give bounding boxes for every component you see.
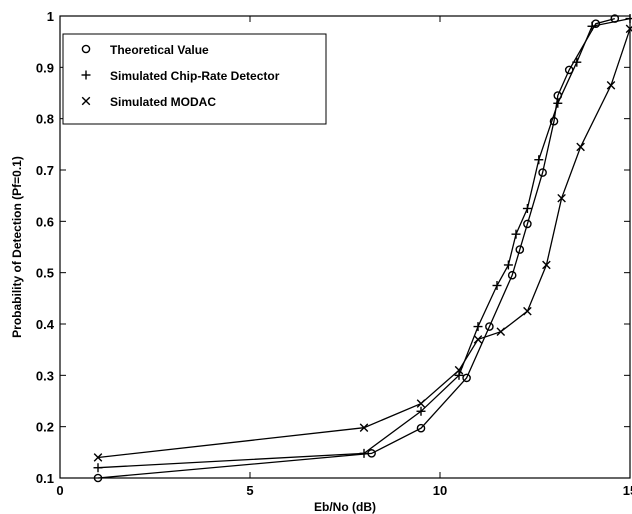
x-data-point: [496, 327, 506, 336]
plus-data-point: [511, 229, 521, 239]
plus-data-point: [503, 260, 513, 270]
x-data-point: [93, 453, 103, 462]
x-tick-label: 15: [623, 483, 632, 498]
circle-marker-icon: [81, 44, 91, 54]
x-tick-label: 10: [433, 483, 447, 498]
legend-entry-chip-rate: Simulated Chip-Rate Detector: [81, 69, 280, 83]
plus-data-point: [522, 204, 532, 213]
x-data-point: [576, 142, 585, 152]
y-tick-label: 0.6: [36, 214, 54, 229]
x-marker-icon: [81, 96, 91, 106]
x-data-point: [359, 423, 369, 432]
circle-data-point: [462, 373, 471, 383]
x-legend-glyph: [81, 96, 91, 106]
x-axis-title: Eb/No (dB): [314, 500, 376, 514]
plus-data-point: [625, 14, 632, 24]
x-data-point: [416, 399, 426, 408]
circle-data-point: [515, 245, 525, 254]
series-line-1: [97, 17, 615, 479]
circle-data-point: [523, 219, 532, 229]
x-data-point: [454, 365, 464, 375]
y-tick-label: 0.9: [36, 60, 54, 75]
circle-data-point: [507, 270, 517, 280]
x-data-point: [625, 24, 632, 34]
legend-entry-theoretical: Theoretical Value: [81, 43, 209, 57]
x-tick-label: 0: [56, 483, 63, 498]
plus-marker-icon: [81, 70, 91, 80]
series-line-3: [97, 28, 631, 459]
legend-box: [62, 33, 327, 125]
x-data-point: [606, 81, 616, 90]
plot-area-frame: [59, 15, 631, 479]
y-tick-label: 0.7: [36, 163, 54, 178]
plus-data-point: [572, 57, 582, 67]
y-tick-label: 0.1: [36, 471, 54, 486]
plus-data-point: [492, 281, 502, 290]
y-tick-label: 0.3: [36, 368, 54, 383]
circle-data-point: [416, 423, 426, 433]
series-lines: [93, 14, 632, 483]
y-tick-label: 1: [47, 9, 54, 24]
legend-label-chip-rate: Simulated Chip-Rate Detector: [110, 69, 280, 83]
legend-label-theoretical: Theoretical Value: [110, 43, 209, 57]
legend-entry-modac: Simulated MODAC: [81, 95, 216, 109]
legend: Theoretical Value Simulated Chip-Rate De…: [62, 33, 327, 125]
plus-data-point: [473, 322, 483, 332]
x-data-point: [523, 306, 532, 316]
plus-data-point: [587, 21, 597, 31]
x-tick-label: 5: [246, 483, 253, 498]
plus-data-point: [359, 448, 369, 458]
plus-data-point: [454, 370, 464, 380]
circle-data-point: [93, 473, 103, 483]
series-line-2: [97, 17, 631, 469]
plus-data-point: [553, 98, 563, 108]
circle-data-point: [538, 168, 547, 177]
legend-label-modac: Simulated MODAC: [110, 95, 216, 109]
axes: [59, 15, 631, 479]
plus-legend-glyph: [81, 70, 91, 80]
plus-data-point: [534, 155, 544, 165]
circle-data-point: [549, 116, 559, 126]
y-axis-title: Probability of Detection (Pf=0.1): [10, 156, 24, 338]
y-tick-label: 0.8: [36, 112, 54, 127]
circle-legend-glyph: [81, 44, 91, 54]
circle-data-point: [485, 322, 494, 331]
y-tick-label: 0.5: [36, 266, 54, 281]
y-tick-label: 0.2: [36, 420, 54, 435]
plus-data-point: [93, 463, 103, 473]
x-data-point: [557, 193, 566, 203]
x-data-point: [542, 260, 551, 270]
plus-data-point: [416, 406, 426, 416]
x-data-point: [473, 335, 483, 344]
ticks: 0 5 10 15 0.1 0.2 0.3 0.4 0.5 0.6 0.7 0.8 0.9 1: [36, 9, 632, 498]
y-tick-label: 0.4: [36, 317, 55, 332]
